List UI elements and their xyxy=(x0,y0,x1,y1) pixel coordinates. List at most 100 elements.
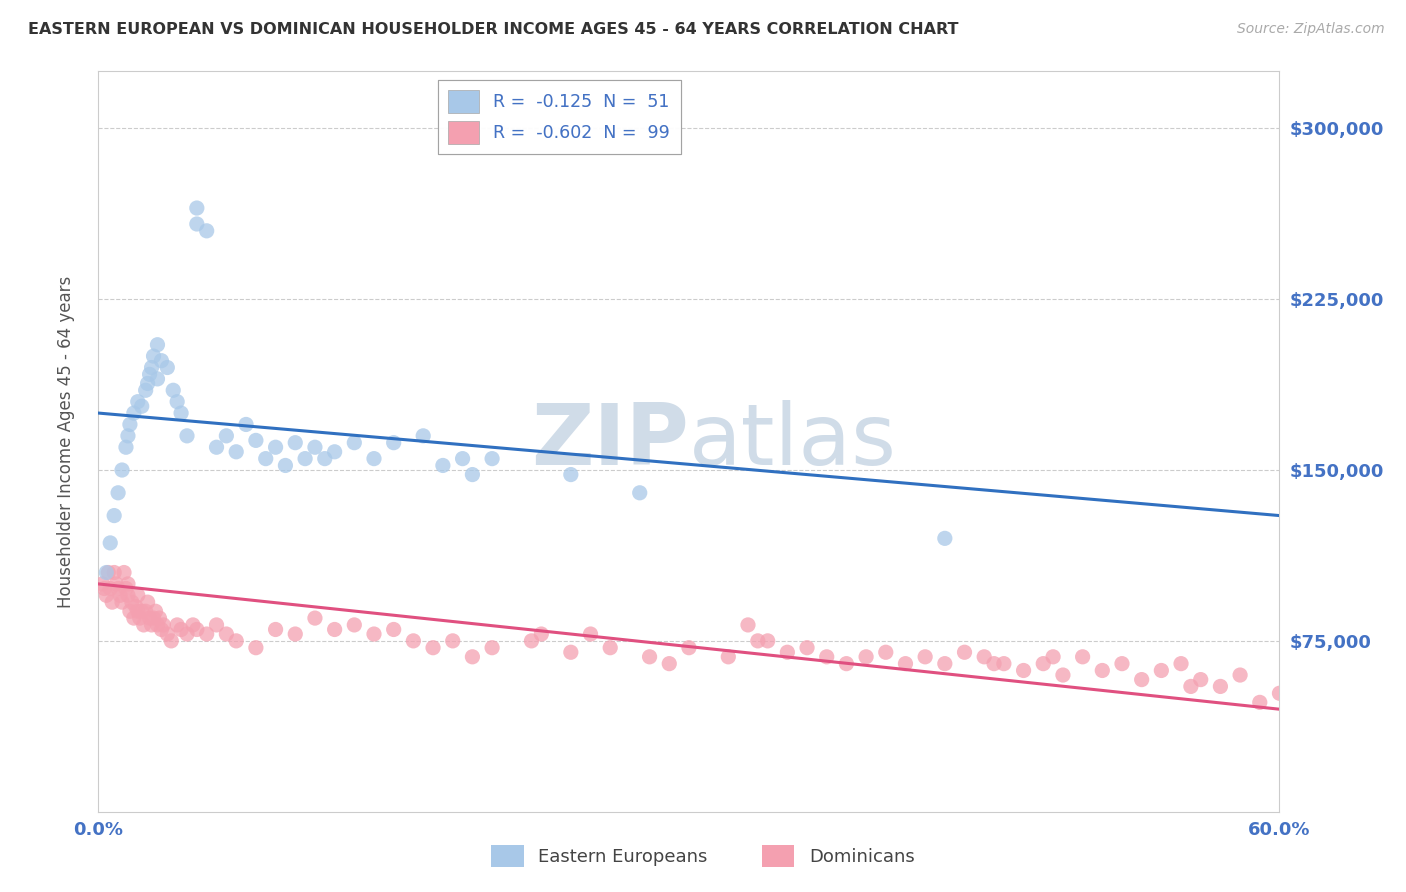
Point xyxy=(146,372,169,386)
Point xyxy=(284,435,307,450)
Point xyxy=(142,611,165,625)
Point xyxy=(98,536,121,550)
Point xyxy=(117,429,139,443)
Legend: Eastern Europeans, Dominicans: Eastern Europeans, Dominicans xyxy=(484,838,922,874)
Point xyxy=(855,649,877,664)
Point xyxy=(737,618,759,632)
Point xyxy=(973,649,995,664)
Point xyxy=(128,611,150,625)
Point xyxy=(170,623,193,637)
Point xyxy=(441,633,464,648)
Point xyxy=(103,508,125,523)
Point xyxy=(776,645,799,659)
Point xyxy=(131,399,153,413)
Point xyxy=(215,429,238,443)
Point xyxy=(481,451,503,466)
Point xyxy=(1189,673,1212,687)
Point xyxy=(205,618,228,632)
Point xyxy=(264,440,287,454)
Point xyxy=(323,623,346,637)
Point xyxy=(118,604,141,618)
Point xyxy=(146,618,169,632)
Point xyxy=(186,201,208,215)
Point xyxy=(402,633,425,648)
Point xyxy=(186,217,208,231)
Point xyxy=(1111,657,1133,671)
Point xyxy=(560,645,582,659)
Point xyxy=(245,640,267,655)
Point xyxy=(132,618,155,632)
Point xyxy=(264,623,287,637)
Point xyxy=(181,618,204,632)
Point xyxy=(304,611,326,625)
Point xyxy=(658,657,681,671)
Point xyxy=(1042,649,1064,664)
Point xyxy=(162,384,184,398)
Point xyxy=(678,640,700,655)
Point xyxy=(103,566,125,580)
Point xyxy=(156,627,179,641)
Point xyxy=(875,645,897,659)
Point xyxy=(1150,664,1173,678)
Point xyxy=(215,627,238,641)
Point xyxy=(118,417,141,432)
Point xyxy=(815,649,838,664)
Point xyxy=(176,627,198,641)
Point xyxy=(934,657,956,671)
Point xyxy=(127,394,149,409)
Point xyxy=(717,649,740,664)
Point xyxy=(796,640,818,655)
Y-axis label: Householder Income Ages 45 - 64 years: Householder Income Ages 45 - 64 years xyxy=(56,276,75,607)
Point xyxy=(579,627,602,641)
Legend: R =  -0.125  N =  51, R =  -0.602  N =  99: R = -0.125 N = 51, R = -0.602 N = 99 xyxy=(437,80,681,154)
Point xyxy=(98,582,121,596)
Point xyxy=(451,451,474,466)
Point xyxy=(343,435,366,450)
Point xyxy=(107,582,129,596)
Point xyxy=(284,627,307,641)
Point xyxy=(323,444,346,458)
Point xyxy=(254,451,277,466)
Point xyxy=(166,394,188,409)
Point xyxy=(160,633,183,648)
Point xyxy=(245,434,267,448)
Point xyxy=(1071,649,1094,664)
Point xyxy=(382,623,405,637)
Point xyxy=(520,633,543,648)
Point xyxy=(343,618,366,632)
Point xyxy=(1012,664,1035,678)
Point xyxy=(1249,695,1271,709)
Point xyxy=(412,429,434,443)
Point xyxy=(93,582,115,596)
Point xyxy=(117,588,139,602)
Point xyxy=(141,360,163,375)
Point xyxy=(914,649,936,664)
Point xyxy=(111,463,134,477)
Point xyxy=(166,618,188,632)
Point xyxy=(195,627,218,641)
Point xyxy=(461,649,484,664)
Point xyxy=(97,566,120,580)
Point xyxy=(136,376,159,391)
Point xyxy=(1032,657,1054,671)
Point xyxy=(112,566,135,580)
Point xyxy=(127,588,149,602)
Point xyxy=(117,577,139,591)
Point xyxy=(530,627,553,641)
Point xyxy=(934,532,956,546)
Text: Source: ZipAtlas.com: Source: ZipAtlas.com xyxy=(1237,22,1385,37)
Point xyxy=(115,440,138,454)
Point xyxy=(560,467,582,482)
Point xyxy=(274,458,297,473)
Point xyxy=(138,611,160,625)
Point xyxy=(150,353,173,368)
Point xyxy=(1209,680,1232,694)
Point xyxy=(91,577,114,591)
Point xyxy=(131,604,153,618)
Point xyxy=(599,640,621,655)
Point xyxy=(156,360,179,375)
Point xyxy=(122,406,145,420)
Point xyxy=(432,458,454,473)
Point xyxy=(150,623,173,637)
Point xyxy=(108,588,131,602)
